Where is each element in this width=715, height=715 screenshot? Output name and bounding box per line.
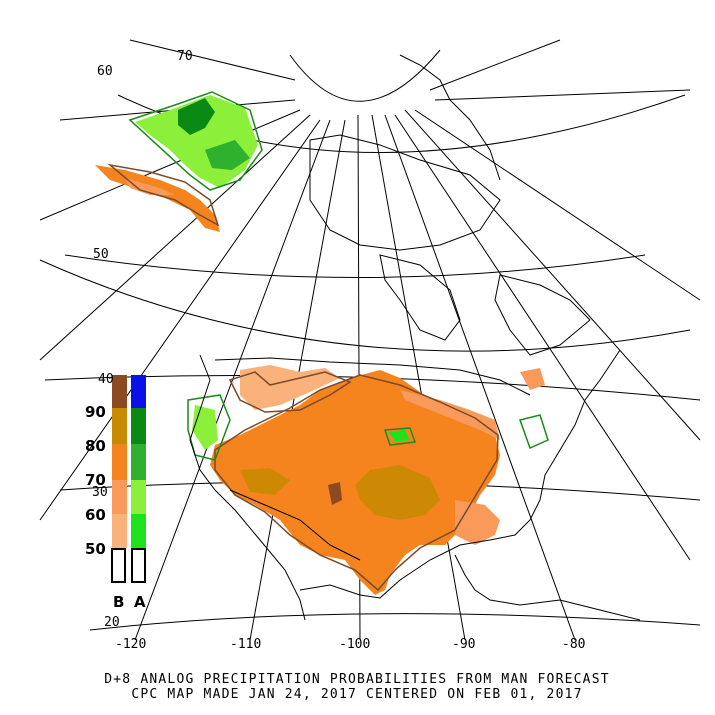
conus-below-60-southeast [455, 500, 500, 545]
california-above-60 [192, 405, 218, 450]
lat-20-arc [89, 613, 701, 631]
legend-above-box [131, 548, 146, 583]
meridian-minus130 [39, 119, 321, 521]
meridian-minus70 [394, 114, 691, 561]
conus-below-90-spot [328, 482, 342, 505]
contour-alaska-above [128, 91, 263, 191]
legend-level-50: 50 [85, 540, 106, 558]
northeast-below-60 [520, 368, 545, 390]
coastlines [189, 54, 641, 621]
west-coast [189, 354, 306, 621]
legend-above-90 [131, 375, 146, 408]
legend-below-80 [112, 408, 127, 444]
legend-below-label: B [113, 593, 124, 611]
legend-above-60 [131, 480, 146, 514]
longitude-lines [39, 39, 701, 641]
legend-below-70 [112, 444, 127, 480]
conus-below-70 [210, 370, 500, 595]
gulf-and-east-coast [299, 349, 621, 599]
conus-below-60-ohio [400, 390, 500, 440]
meridian-minus30 [429, 39, 561, 91]
caption-line-2: CPC MAP MADE JAN 24, 2017 CENTERED ON FE… [131, 687, 582, 702]
meridian-minus80 [384, 114, 576, 641]
lat-50-arc [39, 259, 691, 352]
lon-label-minus90: -90 [452, 637, 475, 652]
meridian-minus170 [129, 39, 296, 81]
contour-below-north [228, 371, 352, 413]
lon-label-minus120: -120 [115, 637, 146, 652]
lon-label-minus110: -110 [230, 637, 261, 652]
legend-level-70: 70 [85, 471, 106, 489]
hudson-bay [379, 254, 461, 341]
legend: 90 80 70 60 50 B A [85, 375, 146, 611]
probability-contours [107, 91, 549, 592]
lat-label-30: 30 [92, 485, 108, 500]
legend-level-60: 60 [85, 506, 106, 524]
contour-california-above [187, 394, 231, 461]
lat-label-20: 20 [104, 615, 120, 630]
caption-line-1: D+8 ANALOG PRECIPITATION PROBABILITIES F… [104, 672, 610, 687]
legend-level-90: 90 [85, 403, 106, 421]
lat-60-arc [64, 254, 646, 278]
lat-label-40: 40 [98, 372, 114, 387]
alaska-above-70 [205, 140, 250, 170]
legend-above-label: A [134, 593, 146, 611]
meridian-minus60 [404, 109, 701, 441]
alaska-below-70 [95, 165, 220, 232]
meridian-minus150 [39, 109, 301, 221]
meridian-minus140 [39, 114, 311, 361]
meridian-minus50 [414, 109, 701, 301]
contour-alaska-below [107, 163, 220, 227]
legend-below-50 [112, 514, 127, 548]
conus-below-50-north [240, 365, 340, 410]
greenland-west [399, 54, 501, 181]
contour-east-above [519, 414, 549, 450]
caribbean-islands [454, 554, 641, 621]
legend-level-80: 80 [85, 437, 106, 455]
meridian-minus40 [434, 89, 691, 101]
graticule-labels: 60 70 50 40 30 20 -120 -110 -100 -90 -80 [92, 49, 585, 652]
lon-label-minus80: -80 [562, 637, 585, 652]
contour-plains-above [383, 427, 417, 446]
us-mexico-border [229, 489, 361, 561]
conus-shading [192, 365, 545, 595]
labrador [494, 274, 591, 356]
meridian-minus90 [371, 114, 466, 641]
alaska-above-80 [178, 98, 215, 135]
alaska-below-60 [125, 178, 175, 195]
legend-above-80 [131, 408, 146, 444]
lat-label-50: 50 [93, 247, 109, 262]
conus-below-80-plains [355, 465, 440, 520]
lon-label-minus100: -100 [339, 637, 370, 652]
us-canada-border [214, 357, 531, 396]
legend-below-90 [112, 375, 127, 408]
alaska-shading [95, 95, 258, 232]
conus-below-80-southwest [240, 468, 290, 495]
legend-above-50 [131, 514, 146, 548]
legend-above-70 [131, 444, 146, 480]
meridian-minus120 [134, 119, 331, 641]
lat-80-arc [289, 49, 441, 102]
lat-label-70: 70 [177, 49, 193, 64]
legend-below-box [111, 548, 126, 583]
arctic-islands [309, 134, 501, 251]
lat-label-60-top: 60 [97, 64, 113, 79]
legend-below-60 [112, 480, 127, 514]
plains-above-50 [388, 430, 410, 442]
